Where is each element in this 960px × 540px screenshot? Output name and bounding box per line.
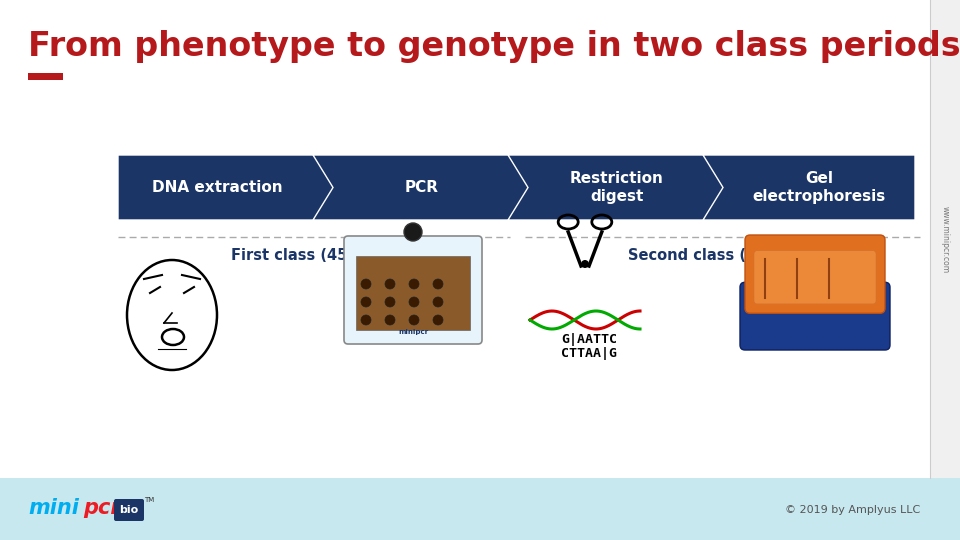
FancyBboxPatch shape — [930, 0, 960, 478]
FancyBboxPatch shape — [408, 232, 418, 240]
Circle shape — [581, 260, 589, 268]
Circle shape — [361, 315, 371, 325]
FancyBboxPatch shape — [356, 256, 470, 330]
Text: CTTAA|G: CTTAA|G — [561, 348, 617, 361]
Text: mini: mini — [28, 498, 79, 518]
Circle shape — [409, 297, 419, 307]
Circle shape — [385, 315, 395, 325]
FancyBboxPatch shape — [28, 73, 63, 80]
Text: pcr: pcr — [83, 498, 121, 518]
Text: www.minipcr.com: www.minipcr.com — [941, 206, 949, 274]
Circle shape — [404, 223, 422, 241]
FancyBboxPatch shape — [114, 499, 144, 521]
FancyBboxPatch shape — [344, 236, 482, 344]
Circle shape — [385, 279, 395, 289]
Circle shape — [433, 297, 443, 307]
FancyBboxPatch shape — [745, 235, 885, 313]
Text: Second class (45 min): Second class (45 min) — [628, 248, 808, 263]
Polygon shape — [118, 155, 336, 220]
Text: Gel
electrophoresis: Gel electrophoresis — [753, 171, 886, 204]
Text: minipcr: minipcr — [398, 329, 428, 335]
Text: © 2019 by Amplyus LLC: © 2019 by Amplyus LLC — [784, 505, 920, 515]
Text: First class (45 min): First class (45 min) — [230, 248, 390, 263]
Text: G|AATTC: G|AATTC — [561, 334, 617, 347]
Circle shape — [361, 297, 371, 307]
Text: TM: TM — [144, 497, 155, 503]
Circle shape — [385, 297, 395, 307]
Text: Restriction
digest: Restriction digest — [570, 171, 664, 204]
FancyBboxPatch shape — [740, 282, 890, 350]
Polygon shape — [508, 155, 726, 220]
Text: From phenotype to genotype in two class periods: From phenotype to genotype in two class … — [28, 30, 960, 63]
Circle shape — [409, 315, 419, 325]
Polygon shape — [313, 155, 531, 220]
Circle shape — [433, 315, 443, 325]
Text: PCR: PCR — [405, 180, 439, 195]
Text: DNA extraction: DNA extraction — [152, 180, 282, 195]
FancyBboxPatch shape — [0, 478, 960, 540]
Ellipse shape — [127, 260, 217, 370]
Circle shape — [409, 279, 419, 289]
Circle shape — [433, 279, 443, 289]
FancyBboxPatch shape — [754, 251, 876, 304]
Circle shape — [361, 279, 371, 289]
Polygon shape — [703, 155, 915, 220]
Text: bio: bio — [119, 505, 138, 515]
